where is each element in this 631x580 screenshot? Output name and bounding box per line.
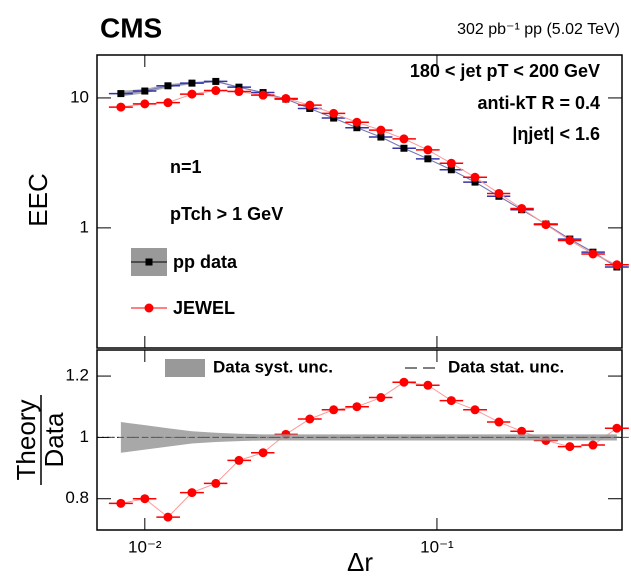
marker xyxy=(140,99,150,109)
marker xyxy=(329,405,339,415)
marker xyxy=(352,402,362,412)
marker xyxy=(187,89,197,99)
annotation: pTch > 1 GeV xyxy=(170,204,283,224)
marker xyxy=(353,124,361,132)
marker xyxy=(517,203,527,213)
marker xyxy=(377,133,385,141)
marker xyxy=(423,380,433,390)
x-tick-label: 10⁻² xyxy=(128,537,162,556)
top-frame xyxy=(96,54,623,349)
marker xyxy=(187,488,197,498)
annotation: 180 < jet pT < 200 GeV xyxy=(410,61,600,81)
y-tick-label: 10 xyxy=(70,87,89,106)
marker xyxy=(541,220,551,230)
marker xyxy=(494,417,504,427)
marker xyxy=(447,166,455,174)
marker xyxy=(116,498,126,508)
marker xyxy=(163,512,173,522)
marker xyxy=(164,82,172,90)
legend-swatch xyxy=(165,359,205,377)
marker xyxy=(330,114,338,122)
y-axis-label: Data xyxy=(39,412,69,467)
marker xyxy=(329,108,339,118)
marker xyxy=(400,144,408,152)
marker xyxy=(588,249,598,259)
marker xyxy=(588,440,598,450)
marker xyxy=(470,172,480,182)
marker xyxy=(281,94,291,104)
marker xyxy=(470,405,480,415)
marker xyxy=(212,77,220,85)
marker xyxy=(446,396,456,406)
marker xyxy=(117,90,125,98)
x-axis-label: Δr xyxy=(347,547,373,577)
marker xyxy=(517,426,527,436)
y-axis-label: Theory xyxy=(11,400,41,481)
annotation: anti-kT R = 0.4 xyxy=(477,93,600,113)
marker xyxy=(234,87,244,97)
marker xyxy=(399,134,409,144)
marker xyxy=(258,448,268,458)
subtitle: 302 pb⁻¹ pp (5.02 TeV) xyxy=(457,21,620,38)
marker xyxy=(234,455,244,465)
legend-swatch xyxy=(145,258,153,266)
marker xyxy=(494,188,504,198)
y-tick-label: 1.2 xyxy=(65,366,89,385)
marker xyxy=(140,494,150,504)
legend-label: JEWEL xyxy=(173,298,235,318)
y-tick-label: 1 xyxy=(80,427,89,446)
series-line xyxy=(120,381,618,518)
legend-label: pp data xyxy=(173,252,238,272)
y-axis-label: EEC xyxy=(23,173,53,226)
marker xyxy=(116,102,126,112)
marker xyxy=(376,125,386,135)
marker xyxy=(141,87,149,95)
marker xyxy=(258,90,268,100)
legend-label: Data stat. unc. xyxy=(448,357,564,376)
legend-swatch xyxy=(144,303,154,313)
y-tick-label: 0.8 xyxy=(65,488,89,507)
marker xyxy=(211,86,221,96)
marker xyxy=(565,235,575,245)
marker xyxy=(399,377,409,387)
marker xyxy=(423,145,433,155)
marker xyxy=(163,98,173,108)
x-tick-label: 10⁻¹ xyxy=(420,537,454,556)
marker xyxy=(352,117,362,127)
marker xyxy=(305,100,315,110)
marker xyxy=(424,155,432,163)
marker xyxy=(376,393,386,403)
marker xyxy=(471,178,479,186)
marker xyxy=(612,423,622,433)
marker xyxy=(612,260,622,270)
legend-label: Data syst. unc. xyxy=(213,357,333,376)
marker xyxy=(305,414,315,424)
marker xyxy=(446,158,456,168)
annotation: n=1 xyxy=(170,157,202,177)
series-line xyxy=(120,90,618,266)
marker xyxy=(211,478,221,488)
annotation: |ηjet| < 1.6 xyxy=(512,124,600,144)
y-tick-label: 1 xyxy=(80,217,89,236)
marker xyxy=(565,442,575,452)
marker xyxy=(188,79,196,87)
bottom-frame xyxy=(96,349,623,531)
chart-title: CMS xyxy=(100,12,162,43)
